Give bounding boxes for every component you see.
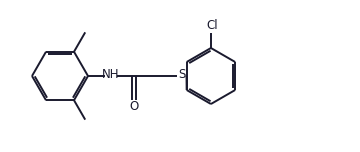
Text: Cl: Cl [206,19,218,32]
Text: S: S [178,69,185,81]
Text: NH: NH [102,67,120,81]
Text: O: O [129,100,139,113]
